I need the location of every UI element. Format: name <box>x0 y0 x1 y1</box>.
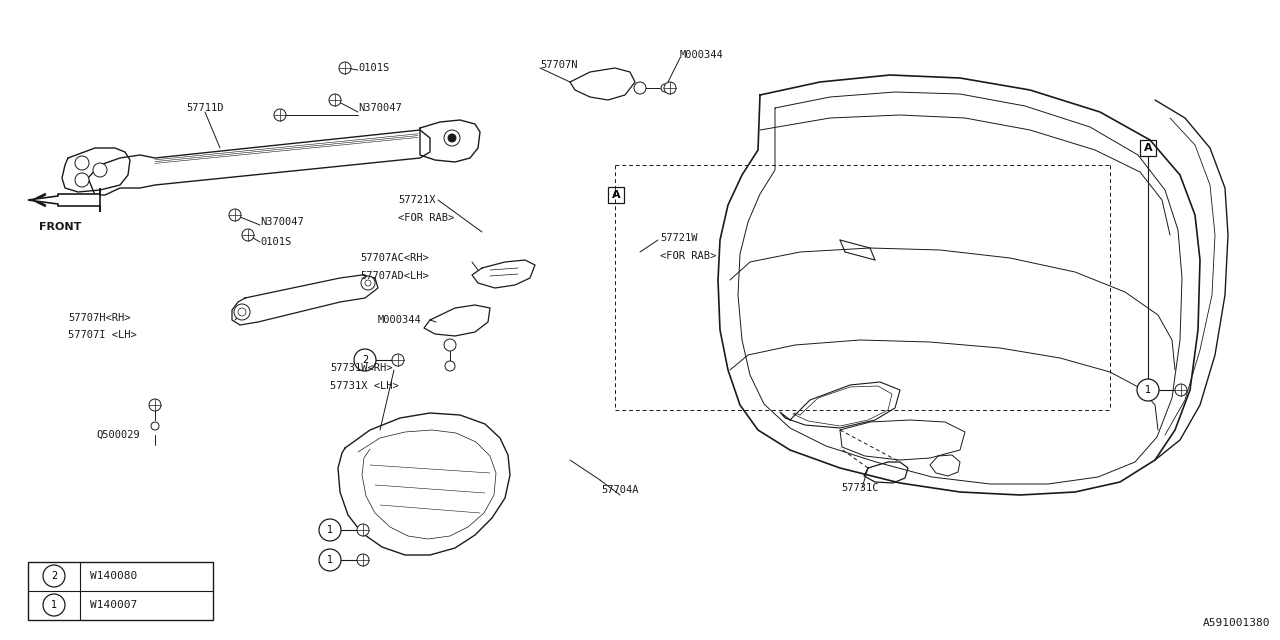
Text: 57707AC<RH>: 57707AC<RH> <box>360 253 429 263</box>
Circle shape <box>76 173 90 187</box>
Text: 2: 2 <box>362 355 369 365</box>
Text: 57707I <LH>: 57707I <LH> <box>68 330 137 340</box>
Circle shape <box>229 209 241 221</box>
Circle shape <box>444 339 456 351</box>
Circle shape <box>329 94 340 106</box>
Text: W140007: W140007 <box>90 600 137 610</box>
Text: 57731C: 57731C <box>841 483 879 493</box>
Circle shape <box>242 229 253 241</box>
Circle shape <box>274 109 285 121</box>
Text: N370047: N370047 <box>358 103 402 113</box>
Circle shape <box>151 422 159 430</box>
Text: <FOR RAB>: <FOR RAB> <box>660 251 717 261</box>
Text: 57707N: 57707N <box>540 60 577 70</box>
Circle shape <box>319 549 340 571</box>
Polygon shape <box>28 188 100 212</box>
Circle shape <box>660 84 669 92</box>
Text: 0101S: 0101S <box>260 237 292 247</box>
Text: 0101S: 0101S <box>358 63 389 73</box>
Text: <FOR RAB>: <FOR RAB> <box>398 213 454 223</box>
Text: Q500029: Q500029 <box>96 430 140 440</box>
Text: 1: 1 <box>326 555 333 565</box>
Text: 1: 1 <box>1144 385 1151 395</box>
Bar <box>28 562 212 620</box>
Text: 57731X <LH>: 57731X <LH> <box>330 381 399 391</box>
Bar <box>1140 140 1156 156</box>
Bar <box>608 187 625 203</box>
Circle shape <box>664 82 676 94</box>
Circle shape <box>361 276 375 290</box>
Circle shape <box>44 594 65 616</box>
Text: 57721W: 57721W <box>660 233 698 243</box>
Text: A591001380: A591001380 <box>1202 618 1270 628</box>
Text: 57704A: 57704A <box>602 485 639 495</box>
Circle shape <box>1175 384 1187 396</box>
Circle shape <box>355 349 376 371</box>
Circle shape <box>93 163 108 177</box>
Text: 57707H<RH>: 57707H<RH> <box>68 313 131 323</box>
Text: 1: 1 <box>51 600 58 610</box>
Text: A: A <box>1144 143 1152 153</box>
Text: W140080: W140080 <box>90 571 137 581</box>
Circle shape <box>357 524 369 536</box>
Circle shape <box>357 554 369 566</box>
Text: FRONT: FRONT <box>38 222 81 232</box>
Circle shape <box>1137 379 1158 401</box>
Circle shape <box>76 156 90 170</box>
Circle shape <box>392 354 404 366</box>
Circle shape <box>634 82 646 94</box>
Circle shape <box>319 519 340 541</box>
Text: N370047: N370047 <box>260 217 303 227</box>
Circle shape <box>238 308 246 316</box>
Circle shape <box>234 304 250 320</box>
Text: 57707AD<LH>: 57707AD<LH> <box>360 271 429 281</box>
Text: A: A <box>612 190 621 200</box>
Text: 57721X: 57721X <box>398 195 435 205</box>
Circle shape <box>365 280 371 286</box>
Circle shape <box>44 565 65 587</box>
Circle shape <box>339 62 351 74</box>
Circle shape <box>444 130 460 146</box>
Circle shape <box>445 361 454 371</box>
Text: 57731W<RH>: 57731W<RH> <box>330 363 393 373</box>
Circle shape <box>148 399 161 411</box>
Circle shape <box>448 134 456 142</box>
Text: 1: 1 <box>326 525 333 535</box>
Text: M000344: M000344 <box>680 50 723 60</box>
Text: 2: 2 <box>51 571 58 581</box>
Text: M000344: M000344 <box>378 315 421 325</box>
Text: 57711D: 57711D <box>187 103 224 113</box>
